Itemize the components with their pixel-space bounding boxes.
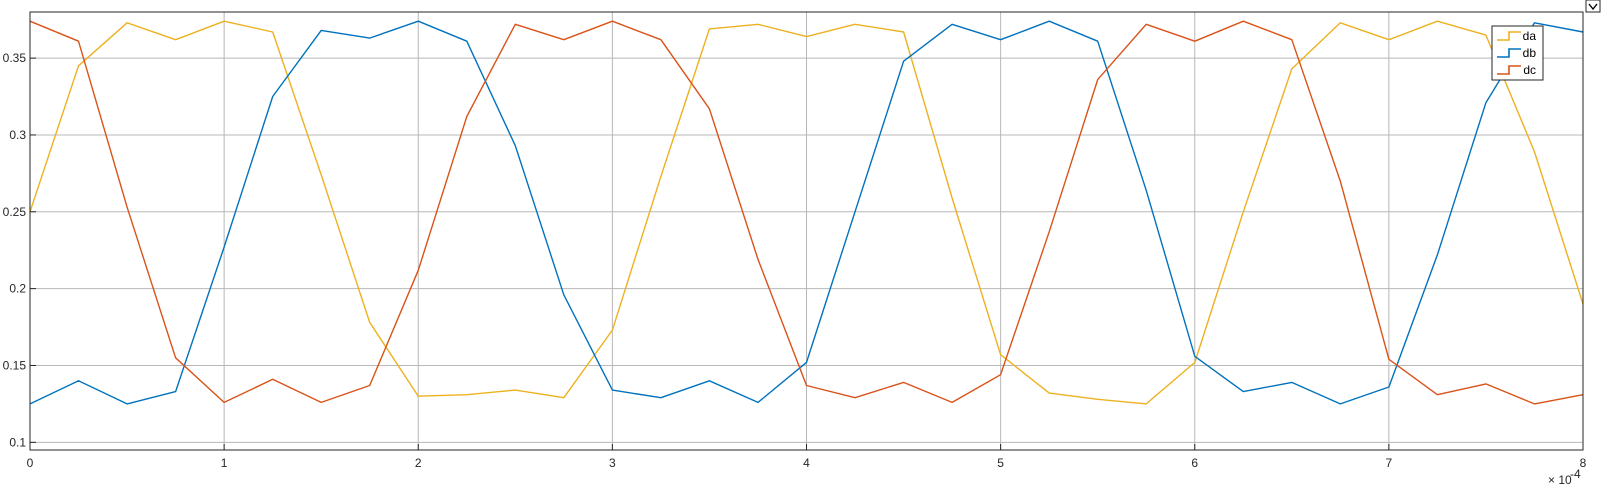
x-exponent-power: -4 bbox=[1570, 467, 1581, 481]
series-lines bbox=[29, 20, 1584, 405]
y-tick-label-5: 0.35 bbox=[3, 51, 27, 65]
legend-item-db[interactable]: db bbox=[1497, 46, 1536, 60]
legend-label-dc: dc bbox=[1523, 63, 1536, 77]
x-tick-label-3: 3 bbox=[609, 456, 616, 470]
x-exponent-label: × 10 -4 bbox=[1548, 467, 1581, 487]
legend-item-da[interactable]: da bbox=[1497, 29, 1536, 43]
scope-menu-box bbox=[1585, 0, 1601, 13]
legend-item-dc[interactable]: dc bbox=[1497, 63, 1536, 77]
x-tick-label-7: 7 bbox=[1386, 456, 1393, 470]
legend-box bbox=[1491, 25, 1544, 81]
y-tick-label-0: 0.1 bbox=[9, 435, 26, 449]
legend-swatch-da bbox=[1497, 31, 1521, 41]
y-tick-label-3: 0.25 bbox=[3, 205, 27, 219]
series-line-db bbox=[29, 20, 1584, 405]
legend-swatch-dc bbox=[1497, 65, 1521, 75]
x-tick-label-0: 0 bbox=[27, 456, 34, 470]
x-tick-label-4: 4 bbox=[803, 456, 810, 470]
legend[interactable]: da db dc bbox=[1491, 25, 1544, 81]
legend-swatch-db bbox=[1497, 48, 1521, 58]
series-line-dc bbox=[29, 20, 1584, 405]
tick-labels: 0 1 2 3 4 5 6 7 8 0.1 0.15 0.2 0.25 0.3 0.35 bbox=[3, 51, 1587, 470]
chevron-down-icon bbox=[1588, 3, 1598, 11]
x-tick-label-6: 6 bbox=[1191, 456, 1198, 470]
scope-menu-button[interactable] bbox=[1585, 0, 1601, 13]
x-tick-label-2: 2 bbox=[415, 456, 422, 470]
x-tick-label-1: 1 bbox=[221, 456, 228, 470]
y-tick-label-4: 0.3 bbox=[9, 128, 26, 142]
x-tick-label-8: 8 bbox=[1580, 456, 1587, 470]
series-line-da bbox=[29, 20, 1584, 405]
legend-label-db: db bbox=[1523, 46, 1537, 60]
y-tick-label-2: 0.2 bbox=[9, 282, 26, 296]
x-tick-label-5: 5 bbox=[997, 456, 1004, 470]
x-exponent-base: × 10 bbox=[1548, 473, 1572, 487]
legend-label-da: da bbox=[1523, 29, 1537, 43]
y-tick-label-1: 0.15 bbox=[3, 358, 27, 372]
